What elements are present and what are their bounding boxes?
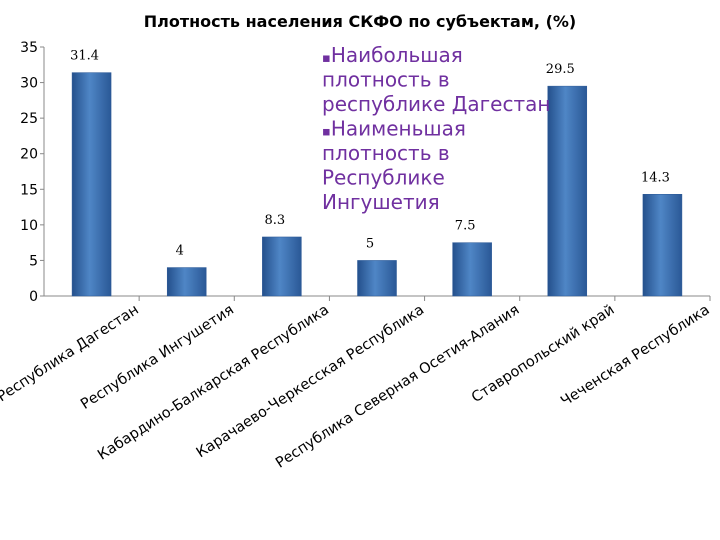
y-tick-label: 35 bbox=[20, 40, 38, 56]
bar bbox=[166, 267, 207, 297]
annotation-line: республике Дагестан bbox=[322, 92, 550, 116]
x-tick-label: Чеченская Республика bbox=[558, 302, 712, 410]
bullet-icon: ▪ bbox=[322, 125, 331, 140]
annotation-line-text: плотность в bbox=[322, 141, 450, 165]
bar bbox=[547, 85, 588, 297]
bar bbox=[262, 236, 302, 297]
annotation-line-text: плотность в bbox=[322, 68, 450, 92]
bar bbox=[357, 260, 397, 297]
annotation-line: ▪Наибольшая bbox=[322, 43, 463, 67]
y-tick-label: 30 bbox=[20, 76, 38, 92]
bullet-icon: ▪ bbox=[322, 51, 331, 66]
data-label: 8.3 bbox=[265, 213, 286, 228]
data-label: 5 bbox=[366, 236, 374, 251]
y-tick-label: 5 bbox=[29, 253, 38, 269]
bar bbox=[452, 242, 492, 297]
annotation-line-text: Республике bbox=[322, 166, 445, 190]
annotation-line-text: республике Дагестан bbox=[322, 92, 550, 116]
bar bbox=[642, 194, 683, 297]
bar bbox=[71, 72, 112, 297]
annotation-line-text: Наименьшая bbox=[331, 117, 466, 141]
data-label: 7.5 bbox=[455, 219, 476, 234]
y-tick-label: 20 bbox=[20, 147, 38, 163]
data-label: 4 bbox=[176, 244, 184, 259]
annotation-line: плотность в bbox=[322, 141, 450, 165]
annotation-line: ▪Наименьшая bbox=[322, 117, 466, 141]
annotation-line-text: Ингушетия bbox=[322, 190, 440, 214]
y-tick-label: 15 bbox=[20, 182, 38, 198]
annotation-line: плотность в bbox=[322, 68, 450, 92]
annotation-line: Республике bbox=[322, 166, 445, 190]
annotation-line: Ингушетия bbox=[322, 190, 440, 214]
y-tick-label: 25 bbox=[20, 111, 38, 127]
annotation-line-text: Наибольшая bbox=[331, 43, 463, 67]
x-tick-label: Республика Ингушетия bbox=[78, 302, 237, 413]
y-tick-label: 0 bbox=[29, 289, 38, 305]
data-label: 29.5 bbox=[546, 62, 575, 77]
data-label: 14.3 bbox=[641, 170, 670, 185]
chart-title: Плотность населения СКФО по субъектам, (… bbox=[144, 12, 576, 31]
data-label: 31.4 bbox=[70, 49, 99, 64]
y-tick-label: 10 bbox=[20, 218, 38, 234]
